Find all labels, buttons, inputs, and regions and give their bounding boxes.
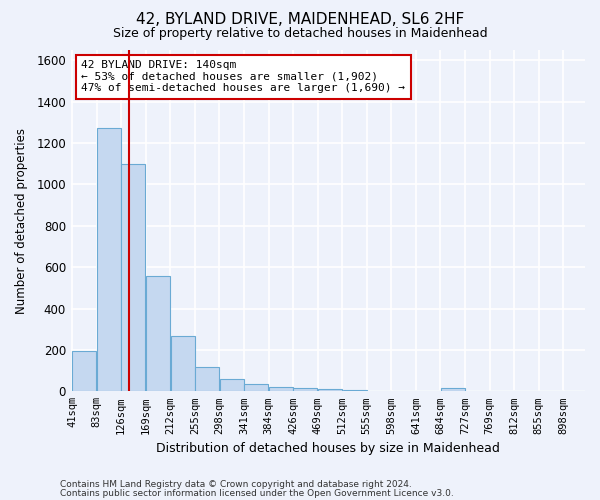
Bar: [318, 388, 342, 392]
Bar: [269, 386, 293, 392]
Text: Size of property relative to detached houses in Maidenhead: Size of property relative to detached ho…: [113, 28, 487, 40]
Bar: [220, 380, 244, 392]
Bar: [441, 388, 465, 392]
Text: Contains HM Land Registry data © Crown copyright and database right 2024.: Contains HM Land Registry data © Crown c…: [60, 480, 412, 489]
Bar: [195, 367, 219, 392]
Bar: [293, 388, 317, 392]
Bar: [97, 128, 121, 392]
Text: Contains public sector information licensed under the Open Government Licence v3: Contains public sector information licen…: [60, 488, 454, 498]
Bar: [146, 276, 170, 392]
Bar: [367, 390, 391, 392]
Text: 42 BYLAND DRIVE: 140sqm
← 53% of detached houses are smaller (1,902)
47% of semi: 42 BYLAND DRIVE: 140sqm ← 53% of detache…: [81, 60, 405, 94]
Y-axis label: Number of detached properties: Number of detached properties: [15, 128, 28, 314]
Text: 42, BYLAND DRIVE, MAIDENHEAD, SL6 2HF: 42, BYLAND DRIVE, MAIDENHEAD, SL6 2HF: [136, 12, 464, 28]
X-axis label: Distribution of detached houses by size in Maidenhead: Distribution of detached houses by size …: [156, 442, 500, 455]
Bar: [121, 164, 145, 392]
Bar: [170, 336, 194, 392]
Bar: [244, 384, 268, 392]
Bar: [73, 350, 97, 392]
Bar: [343, 390, 367, 392]
